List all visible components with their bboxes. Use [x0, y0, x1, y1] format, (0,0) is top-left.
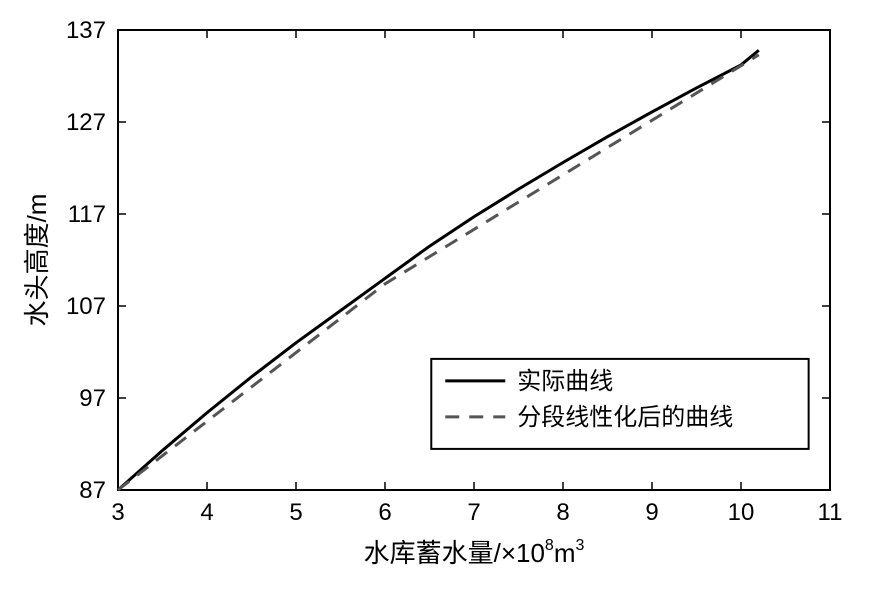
x-tick-label: 4 [200, 499, 213, 526]
x-axis-label: 水库蓄水量/×108m3 [364, 537, 585, 568]
y-tick-label: 107 [66, 293, 106, 320]
x-tick-label: 7 [467, 499, 480, 526]
x-tick-label: 10 [728, 499, 755, 526]
y-tick-label: 117 [68, 201, 106, 228]
y-tick-label: 127 [66, 109, 106, 136]
chart-container: 3 4 5 6 7 8 9 10 11 87 97 107 117 127 137 水库蓄水量/×108m3 水… [0, 0, 876, 613]
y-tick-label: 137 [66, 17, 106, 44]
x-tick-label: 3 [111, 499, 124, 526]
y-tick-label: 97 [79, 385, 106, 412]
x-tick-label: 9 [645, 499, 658, 526]
x-tick-label: 5 [289, 499, 302, 526]
x-tick-label: 6 [378, 499, 391, 526]
y-tick-label: 87 [79, 477, 106, 504]
x-tick-label: 11 [818, 499, 843, 526]
y-axis-label: 水头高度/m [22, 194, 52, 327]
chart-svg: 3 4 5 6 7 8 9 10 11 87 97 107 117 127 137 水库蓄水量/×108m3 水… [0, 0, 876, 613]
legend-label-1: 分段线性化后的曲线 [517, 404, 733, 431]
legend-label-0: 实际曲线 [517, 368, 613, 395]
x-tick-label: 8 [556, 499, 569, 526]
